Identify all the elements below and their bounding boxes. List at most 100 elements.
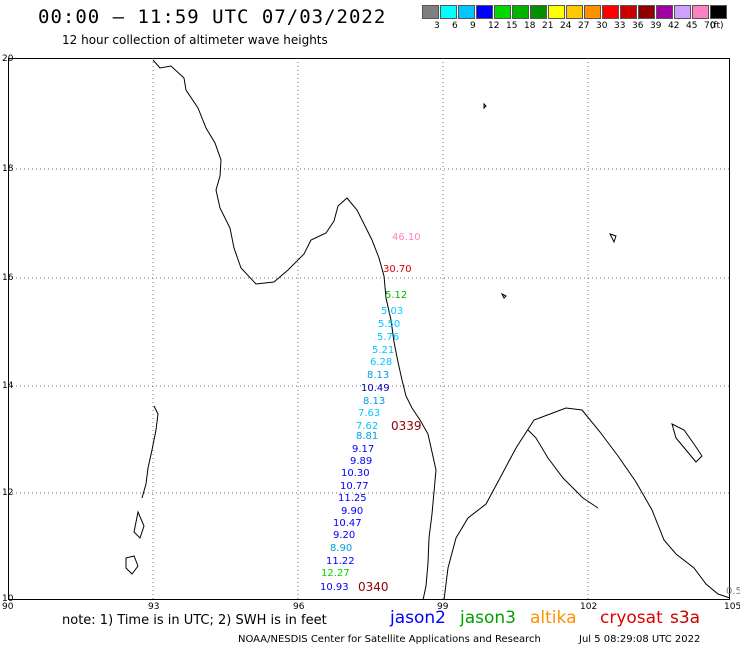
legend-swatch: [476, 5, 493, 19]
legend-swatch: [422, 5, 439, 19]
coastlines: [125, 59, 730, 600]
map-frame: [8, 58, 730, 600]
latitude-label: 14: [2, 381, 14, 391]
legend-label: 42: [668, 21, 680, 31]
island-nicobar: [125, 555, 139, 575]
legend-swatch: [548, 5, 565, 19]
legend-swatch: [530, 5, 547, 19]
satellite-label-cryosat: cryosat: [600, 608, 663, 628]
legend-swatch: [710, 5, 727, 19]
wave-height-label: 10.30: [341, 468, 370, 479]
legend-label: 27: [578, 21, 590, 31]
credit-text: NOAA/NESDIS Center for Satellite Applica…: [238, 634, 541, 645]
legend-label: 12: [488, 21, 500, 31]
timestamp: Jul 5 08:29:08 UTC 2022: [579, 634, 701, 645]
wave-height-label: 0.5: [726, 586, 740, 597]
malay-east-coast: [527, 429, 599, 509]
wave-height-label: 8.13: [363, 396, 386, 407]
latitude-label: 16: [2, 273, 14, 283]
legend-swatch: [638, 5, 655, 19]
longitude-label: 90: [2, 602, 14, 612]
satellite-label-jason3: jason3: [460, 608, 516, 628]
color-legend: [422, 5, 728, 19]
legend-swatch: [440, 5, 457, 19]
longitude-label: 93: [148, 602, 160, 612]
island-gulf-siam: [671, 423, 703, 463]
wave-height-label: 7.63: [358, 408, 381, 419]
legend-swatch: [692, 5, 709, 19]
pass-time-label: 0340: [358, 580, 389, 594]
island-islet-2: [609, 233, 617, 244]
longitude-label: 99: [437, 602, 449, 612]
wave-height-label: 10.77: [340, 481, 369, 492]
wave-height-label: 12.27: [321, 568, 350, 579]
longitude-label: 102: [580, 602, 598, 612]
legend-swatch: [512, 5, 529, 19]
satellite-label-s3a: s3a: [670, 608, 701, 628]
legend-label: 18: [524, 21, 536, 31]
legend-swatch: [620, 5, 637, 19]
island-islet-1: [483, 102, 487, 110]
legend-swatch: [584, 5, 601, 19]
wave-height-label: 10.93: [320, 582, 349, 593]
wave-height-label: 9.17: [352, 444, 375, 455]
legend-label: (ft): [710, 21, 724, 31]
legend-label: 39: [650, 21, 662, 31]
legend-label: 15: [506, 21, 518, 31]
wave-height-label: 6.28: [370, 357, 393, 368]
wave-height-label: 5.12: [385, 290, 408, 301]
wave-height-label: 10.49: [361, 383, 390, 394]
altimeter-map: [8, 58, 730, 600]
legend-label: 3: [434, 21, 440, 31]
sumatra-malay-coast: [443, 407, 730, 600]
wave-height-label: 30.70: [383, 264, 412, 275]
legend-swatch: [494, 5, 511, 19]
legend-swatch: [674, 5, 691, 19]
color-legend-labels: 3 6 9 12 15 18 21 24 27 30 33 36 39 42 45 70 (ft): [422, 21, 740, 33]
pass-time-label: 0339: [391, 419, 422, 433]
page-title: 00:00 – 11:59 UTC 07/03/2022: [38, 6, 387, 28]
wave-height-label: 10.47: [333, 518, 362, 529]
page-subtitle: 12 hour collection of altimeter wave hei…: [62, 33, 328, 47]
latitude-label: 20: [2, 54, 14, 64]
latitude-label: 12: [2, 488, 14, 498]
grid-lines: [8, 58, 730, 600]
legend-label: 30: [596, 21, 608, 31]
legend-swatch: [656, 5, 673, 19]
legend-swatch: [602, 5, 619, 19]
longitude-label: 105: [724, 602, 740, 612]
wave-height-label: 7.62: [356, 421, 379, 432]
wave-height-label: 5.50: [378, 319, 401, 330]
legend-label: 21: [542, 21, 554, 31]
legend-label: 45: [686, 21, 698, 31]
legend-label: 36: [632, 21, 644, 31]
wave-height-label: 11.25: [338, 493, 367, 504]
legend-label: 6: [452, 21, 458, 31]
wave-height-label: 9.89: [350, 456, 373, 467]
satellite-label-altika: altika: [530, 608, 577, 628]
latitude-label: 18: [2, 164, 14, 174]
bangladesh-myanmar-coast: [152, 59, 437, 600]
wave-height-label: 8.90: [330, 543, 353, 554]
island-andaman-south: [133, 510, 145, 539]
wave-height-label: 11.22: [326, 556, 355, 567]
island-islet-3: [500, 292, 507, 299]
legend-label: 9: [470, 21, 476, 31]
wave-height-label: 8.13: [367, 370, 390, 381]
wave-height-label: 5.21: [372, 345, 395, 356]
note-text: note: 1) Time is in UTC; 2) SWH is in fe…: [62, 613, 327, 628]
wave-height-label: 46.10: [392, 232, 421, 243]
latitude-label: 10: [2, 594, 14, 604]
wave-height-label: 9.90: [341, 506, 364, 517]
wave-height-label: 9.20: [333, 530, 356, 541]
satellite-label-jason2: jason2: [390, 608, 446, 628]
wave-height-label: 8.81: [356, 431, 379, 442]
legend-swatch: [458, 5, 475, 19]
wave-height-label: 5.03: [381, 306, 404, 317]
wave-height-label: 5.76: [377, 332, 400, 343]
legend-label: 33: [614, 21, 626, 31]
legend-swatch: [566, 5, 583, 19]
legend-label: 70: [704, 21, 716, 31]
island-andaman-north: [141, 405, 159, 499]
longitude-label: 96: [293, 602, 305, 612]
